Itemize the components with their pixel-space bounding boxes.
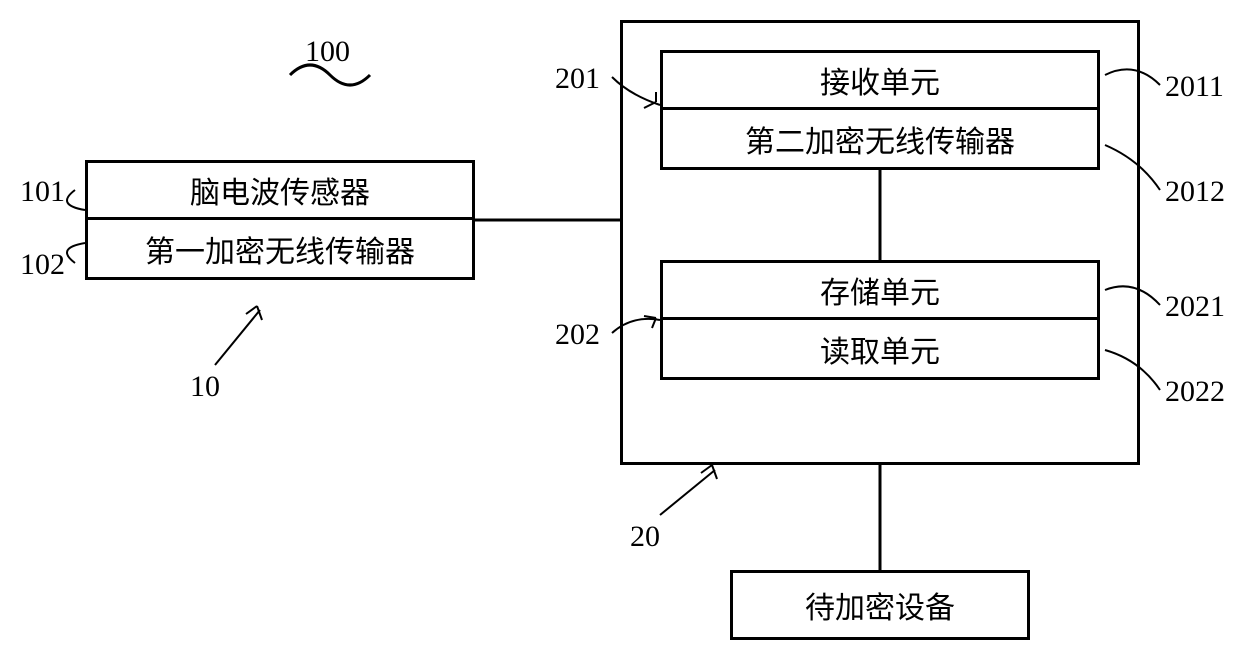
r2-bottom-label: 读取单元 [820,327,940,371]
arrow-20-shaft [660,470,715,515]
r1-bottom-label: 第二加密无线传输器 [745,117,1015,161]
system-label-100: 100 [305,35,350,69]
pointer-label-20: 20 [630,520,660,554]
arrow-20-head [701,465,717,479]
r1-top-label: 接收单元 [820,58,940,102]
pointer-label-202: 202 [555,318,600,352]
curve-101 [67,190,85,210]
left-top-label: 脑电波传感器 [190,168,370,212]
bottom-box: 待加密设备 [730,570,1030,640]
left-block-top: 脑电波传感器 [85,160,475,220]
bottom-box-label: 待加密设备 [805,583,955,627]
left-block-bottom: 第一加密无线传输器 [85,220,475,280]
r1-top: 接收单元 [660,50,1100,110]
pointer-label-2011: 2011 [1165,70,1224,104]
pointer-label-201: 201 [555,62,600,96]
arrow-10-head [246,306,262,320]
pointer-label-10: 10 [190,370,220,404]
arrow-10-shaft [215,310,260,365]
r2-top-label: 存储单元 [820,268,940,312]
r2-bottom: 读取单元 [660,320,1100,380]
pointer-label-102: 102 [20,248,65,282]
pointer-label-101: 101 [20,175,65,209]
left-bottom-label: 第一加密无线传输器 [145,227,415,271]
r2-top: 存储单元 [660,260,1100,320]
pointer-label-2012: 2012 [1165,175,1225,209]
curve-102 [67,243,85,263]
pointer-label-2021: 2021 [1165,290,1225,324]
r1-bottom: 第二加密无线传输器 [660,110,1100,170]
pointer-label-2022: 2022 [1165,375,1225,409]
